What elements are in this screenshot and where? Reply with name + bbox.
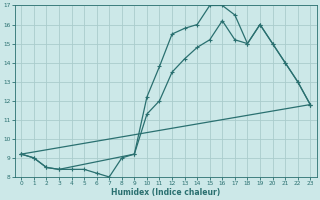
X-axis label: Humidex (Indice chaleur): Humidex (Indice chaleur): [111, 188, 220, 197]
